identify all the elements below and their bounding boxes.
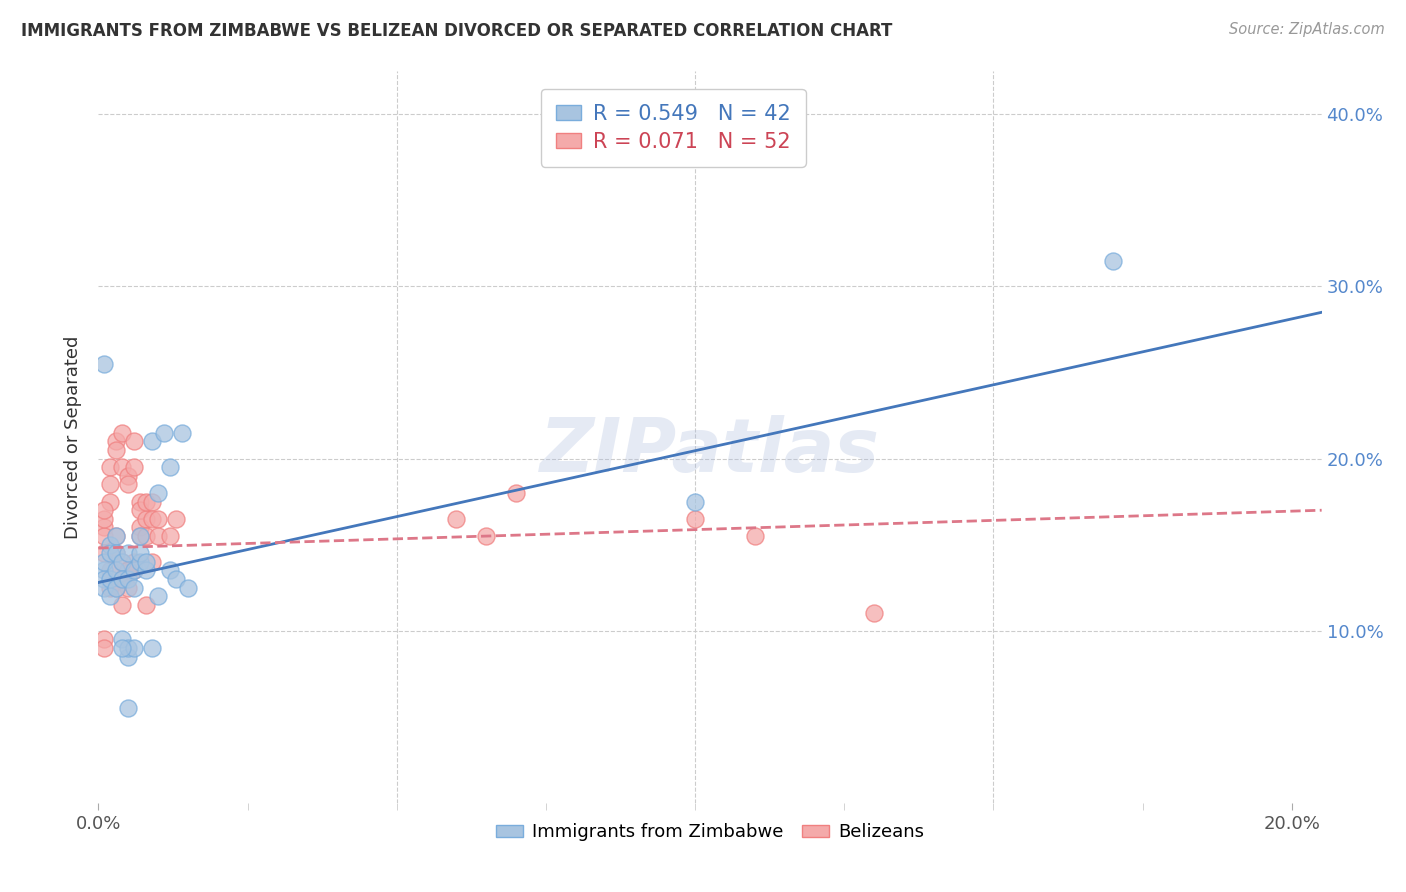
Point xyxy=(93,572,115,586)
Point xyxy=(105,564,128,578)
Point xyxy=(146,512,169,526)
Point xyxy=(475,529,498,543)
Point xyxy=(135,529,157,543)
Point xyxy=(117,477,139,491)
Point xyxy=(129,529,152,543)
Point xyxy=(129,555,152,569)
Point xyxy=(744,529,766,543)
Point xyxy=(135,564,157,578)
Point xyxy=(93,503,115,517)
Point xyxy=(135,512,157,526)
Point xyxy=(141,640,163,655)
Point xyxy=(165,512,187,526)
Point xyxy=(129,520,152,534)
Point xyxy=(98,546,121,560)
Point xyxy=(105,434,128,449)
Point xyxy=(446,512,468,526)
Point xyxy=(105,529,128,543)
Point xyxy=(105,529,128,543)
Point xyxy=(105,442,128,457)
Point xyxy=(159,529,181,543)
Point xyxy=(93,640,115,655)
Point xyxy=(98,572,121,586)
Point xyxy=(93,357,115,371)
Point xyxy=(135,555,157,569)
Point xyxy=(683,512,706,526)
Point xyxy=(129,546,152,560)
Point xyxy=(122,460,145,475)
Point xyxy=(93,546,115,560)
Point xyxy=(98,581,121,595)
Point xyxy=(93,520,115,534)
Point xyxy=(93,581,115,595)
Text: Source: ZipAtlas.com: Source: ZipAtlas.com xyxy=(1229,22,1385,37)
Point xyxy=(135,494,157,508)
Point xyxy=(105,546,128,560)
Point xyxy=(135,598,157,612)
Point xyxy=(105,581,128,595)
Point xyxy=(141,555,163,569)
Point xyxy=(122,564,145,578)
Point xyxy=(129,503,152,517)
Point xyxy=(146,589,169,603)
Point xyxy=(863,607,886,621)
Point xyxy=(141,512,163,526)
Point xyxy=(117,564,139,578)
Point xyxy=(111,460,134,475)
Text: IMMIGRANTS FROM ZIMBABWE VS BELIZEAN DIVORCED OR SEPARATED CORRELATION CHART: IMMIGRANTS FROM ZIMBABWE VS BELIZEAN DIV… xyxy=(21,22,893,40)
Point xyxy=(129,494,152,508)
Point xyxy=(111,425,134,440)
Point xyxy=(122,640,145,655)
Point xyxy=(117,572,139,586)
Point xyxy=(159,564,181,578)
Point xyxy=(98,477,121,491)
Point xyxy=(117,701,139,715)
Point xyxy=(117,649,139,664)
Point xyxy=(122,581,145,595)
Point xyxy=(683,494,706,508)
Point xyxy=(98,494,121,508)
Point xyxy=(93,564,115,578)
Point xyxy=(117,640,139,655)
Point xyxy=(93,529,115,543)
Point xyxy=(98,538,121,552)
Point xyxy=(159,460,181,475)
Point xyxy=(141,494,163,508)
Point xyxy=(129,529,152,543)
Point xyxy=(146,529,169,543)
Point xyxy=(1101,253,1123,268)
Point xyxy=(111,555,134,569)
Point xyxy=(117,468,139,483)
Point xyxy=(505,486,527,500)
Point xyxy=(117,546,139,560)
Point xyxy=(98,460,121,475)
Point xyxy=(146,486,169,500)
Point xyxy=(117,581,139,595)
Point xyxy=(117,564,139,578)
Point xyxy=(177,581,200,595)
Point xyxy=(105,546,128,560)
Point xyxy=(98,589,121,603)
Point xyxy=(122,555,145,569)
Point xyxy=(111,572,134,586)
Point xyxy=(93,632,115,647)
Point xyxy=(111,555,134,569)
Point xyxy=(122,564,145,578)
Point xyxy=(122,434,145,449)
Point xyxy=(153,425,176,440)
Point xyxy=(93,555,115,569)
Point xyxy=(105,581,128,595)
Point xyxy=(111,598,134,612)
Point xyxy=(141,434,163,449)
Point xyxy=(98,564,121,578)
Point xyxy=(111,640,134,655)
Point xyxy=(111,572,134,586)
Point xyxy=(93,512,115,526)
Point xyxy=(170,425,193,440)
Point xyxy=(165,572,187,586)
Point xyxy=(111,632,134,647)
Text: ZIPatlas: ZIPatlas xyxy=(540,415,880,488)
Y-axis label: Divorced or Separated: Divorced or Separated xyxy=(65,335,83,539)
Legend: Immigrants from Zimbabwe, Belizeans: Immigrants from Zimbabwe, Belizeans xyxy=(489,816,931,848)
